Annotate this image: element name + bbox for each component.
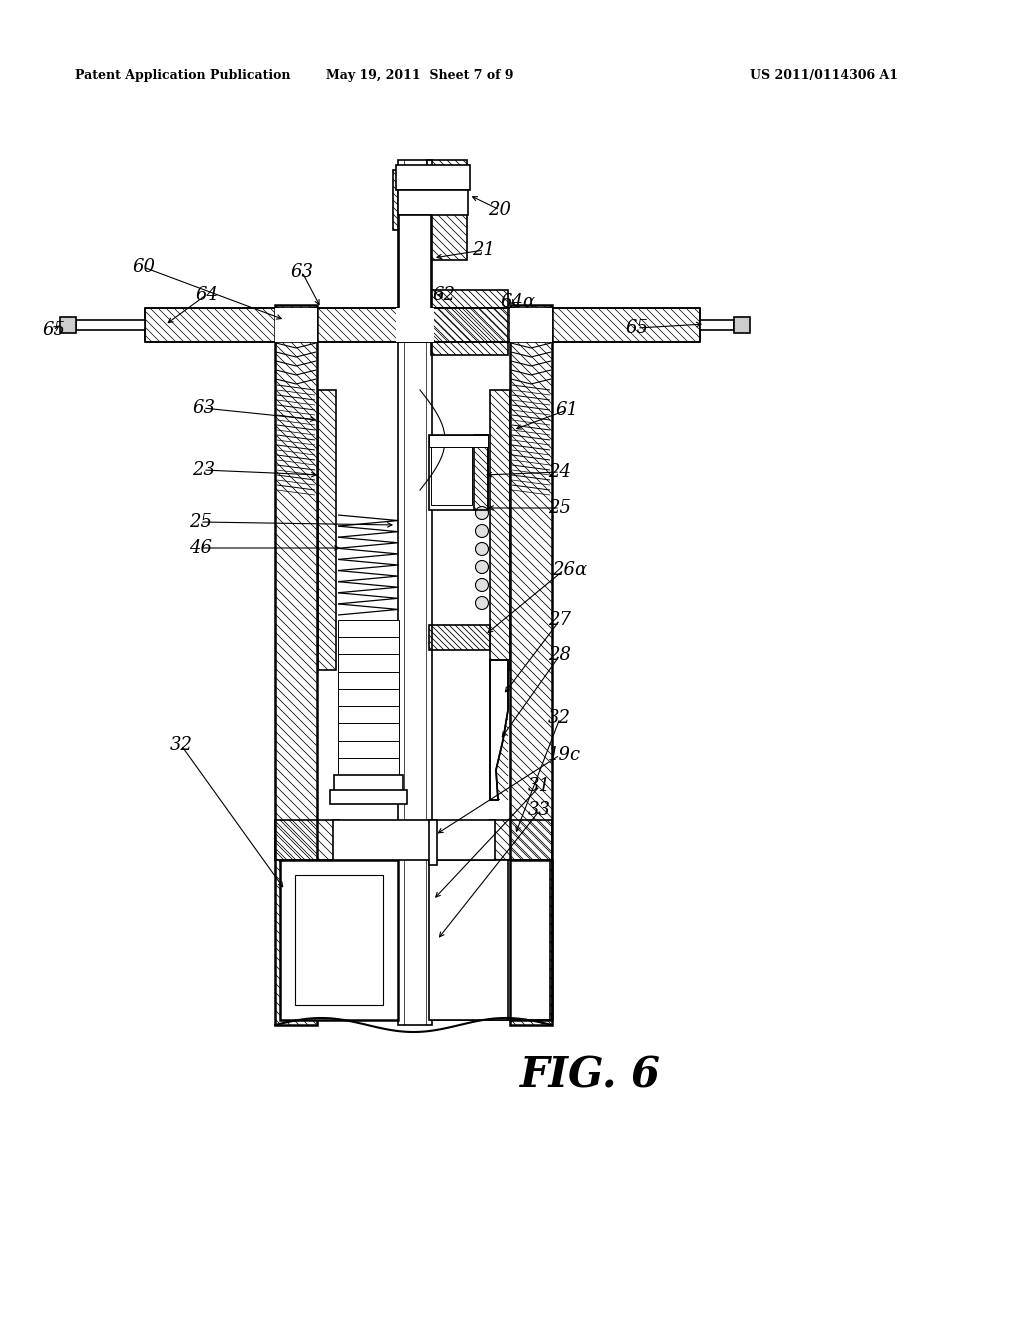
- Text: 62: 62: [432, 286, 455, 304]
- Bar: [510, 305, 552, 1026]
- Circle shape: [475, 507, 488, 520]
- Bar: [393, 170, 401, 230]
- Text: 28: 28: [548, 645, 571, 664]
- Bar: [338, 672, 399, 689]
- Bar: [338, 758, 399, 775]
- Bar: [398, 190, 468, 215]
- Bar: [275, 305, 317, 1026]
- Bar: [338, 655, 399, 672]
- Bar: [431, 861, 550, 1020]
- Circle shape: [475, 578, 488, 591]
- Text: May 19, 2011  Sheet 7 of 9: May 19, 2011 Sheet 7 of 9: [327, 69, 514, 82]
- Bar: [275, 308, 317, 342]
- Text: 32: 32: [548, 709, 571, 727]
- Bar: [275, 820, 339, 861]
- Bar: [295, 875, 383, 1005]
- Text: FIG. 6: FIG. 6: [519, 1053, 660, 1096]
- Text: 32: 32: [170, 737, 193, 754]
- Text: 64: 64: [195, 286, 218, 304]
- Bar: [510, 308, 552, 342]
- Bar: [330, 789, 407, 804]
- Circle shape: [475, 561, 488, 573]
- Circle shape: [475, 524, 488, 537]
- Bar: [431, 440, 472, 506]
- Bar: [76, 319, 145, 330]
- Bar: [429, 820, 437, 865]
- Bar: [429, 436, 488, 510]
- Text: 65: 65: [42, 321, 65, 339]
- Bar: [338, 706, 399, 723]
- Bar: [318, 389, 336, 671]
- Bar: [338, 723, 399, 741]
- Text: 60: 60: [132, 257, 155, 276]
- Bar: [510, 861, 552, 1020]
- Text: 19c: 19c: [548, 746, 582, 764]
- Bar: [399, 215, 431, 310]
- Text: 63: 63: [193, 399, 215, 417]
- Bar: [429, 436, 488, 447]
- Bar: [396, 308, 434, 342]
- Text: 46: 46: [189, 539, 212, 557]
- Bar: [429, 861, 508, 1020]
- Text: 63: 63: [290, 263, 313, 281]
- Bar: [338, 689, 399, 706]
- Bar: [280, 861, 398, 1020]
- Bar: [490, 389, 510, 671]
- Text: 21: 21: [472, 242, 495, 259]
- Bar: [338, 620, 399, 638]
- Text: 26α: 26α: [552, 561, 587, 579]
- Bar: [734, 317, 750, 333]
- Text: Patent Application Publication: Patent Application Publication: [75, 69, 291, 82]
- Bar: [145, 308, 700, 342]
- Bar: [60, 317, 76, 333]
- Bar: [474, 436, 488, 510]
- Text: 27: 27: [548, 611, 571, 630]
- Circle shape: [475, 597, 488, 610]
- Bar: [396, 165, 470, 190]
- Text: 24: 24: [548, 463, 571, 480]
- Bar: [431, 290, 508, 355]
- Bar: [429, 624, 490, 649]
- Text: 65: 65: [625, 319, 648, 337]
- Bar: [338, 741, 399, 758]
- Bar: [338, 638, 399, 655]
- Text: 25: 25: [189, 513, 212, 531]
- Text: 61: 61: [555, 401, 578, 418]
- Text: 25: 25: [548, 499, 571, 517]
- Bar: [700, 319, 734, 330]
- Text: 23: 23: [193, 461, 215, 479]
- Text: 31: 31: [528, 777, 551, 795]
- Text: 20: 20: [488, 201, 511, 219]
- Bar: [334, 775, 403, 800]
- Bar: [490, 820, 552, 861]
- Text: 33: 33: [528, 801, 551, 818]
- Polygon shape: [490, 660, 508, 800]
- Text: US 2011/0114306 A1: US 2011/0114306 A1: [750, 69, 898, 82]
- Bar: [333, 820, 495, 861]
- Circle shape: [475, 543, 488, 556]
- Bar: [427, 160, 467, 260]
- Bar: [398, 160, 432, 1026]
- Text: 64α: 64α: [500, 293, 536, 312]
